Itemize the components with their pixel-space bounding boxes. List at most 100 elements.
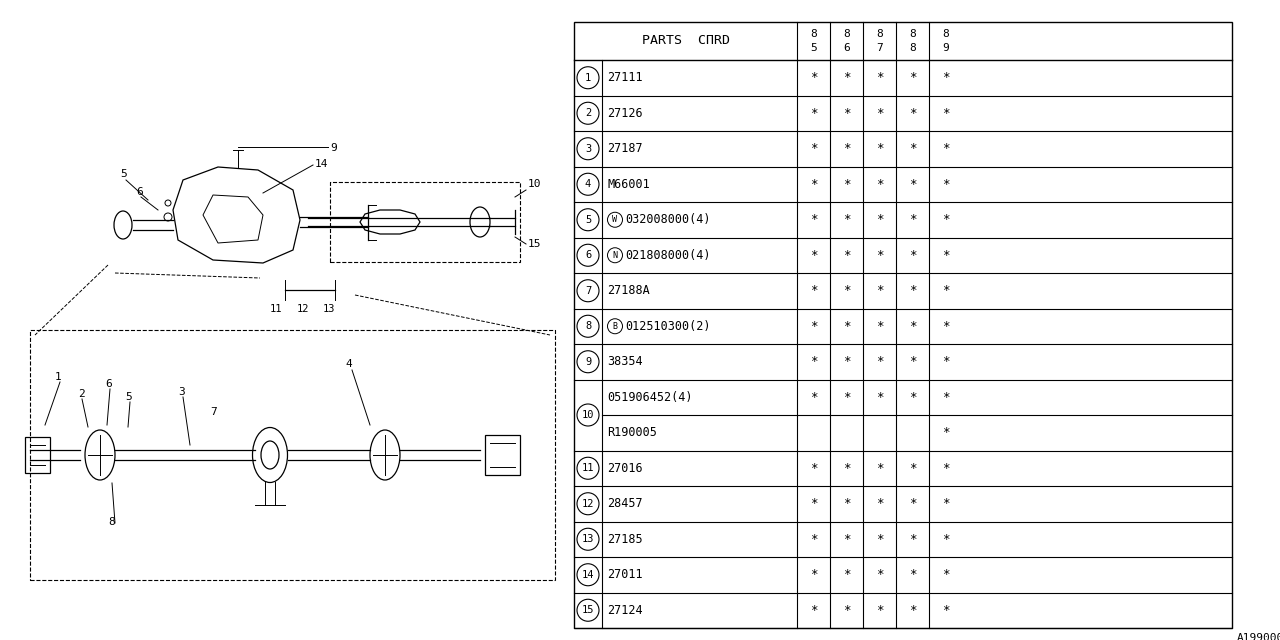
Text: *: * — [842, 461, 850, 475]
Text: *: * — [942, 461, 950, 475]
Text: *: * — [942, 568, 950, 581]
Text: 10: 10 — [529, 179, 541, 189]
Text: 8: 8 — [844, 29, 850, 39]
Text: *: * — [876, 497, 883, 510]
Text: *: * — [942, 532, 950, 546]
Text: 012510300(2): 012510300(2) — [625, 320, 710, 333]
Text: 6: 6 — [136, 187, 143, 197]
Text: *: * — [876, 320, 883, 333]
Text: *: * — [842, 568, 850, 581]
Text: 13: 13 — [323, 304, 335, 314]
Text: 14: 14 — [581, 570, 594, 580]
Text: *: * — [909, 320, 916, 333]
Text: *: * — [842, 320, 850, 333]
Text: *: * — [909, 568, 916, 581]
Text: 9: 9 — [942, 43, 948, 53]
Text: *: * — [810, 604, 817, 617]
Text: *: * — [810, 142, 817, 156]
Text: 2: 2 — [78, 389, 84, 399]
Text: 7: 7 — [210, 407, 216, 417]
Text: *: * — [842, 497, 850, 510]
Text: 27016: 27016 — [607, 461, 643, 475]
Text: *: * — [876, 142, 883, 156]
Text: *: * — [876, 568, 883, 581]
Text: *: * — [842, 249, 850, 262]
Text: *: * — [909, 604, 916, 617]
Text: 032008000(4): 032008000(4) — [625, 213, 710, 227]
Text: *: * — [810, 178, 817, 191]
Text: *: * — [876, 213, 883, 227]
Text: *: * — [909, 71, 916, 84]
Text: 27188A: 27188A — [607, 284, 650, 297]
Text: 4: 4 — [585, 179, 591, 189]
Text: *: * — [810, 320, 817, 333]
Text: *: * — [842, 71, 850, 84]
Text: 9: 9 — [330, 143, 337, 153]
Text: 021808000(4): 021808000(4) — [625, 249, 710, 262]
Text: *: * — [942, 213, 950, 227]
Text: *: * — [942, 497, 950, 510]
Text: 11: 11 — [270, 304, 283, 314]
Bar — [29, 330, 556, 580]
Text: 27187: 27187 — [607, 142, 643, 156]
Text: *: * — [942, 107, 950, 120]
Text: 27126: 27126 — [607, 107, 643, 120]
Text: *: * — [842, 142, 850, 156]
Text: 5: 5 — [125, 392, 132, 402]
Text: 8: 8 — [909, 43, 916, 53]
Text: *: * — [942, 284, 950, 297]
Text: *: * — [810, 532, 817, 546]
Text: *: * — [876, 604, 883, 617]
Text: 9: 9 — [585, 356, 591, 367]
Text: *: * — [810, 568, 817, 581]
Text: *: * — [909, 532, 916, 546]
Text: 8: 8 — [108, 517, 115, 527]
Text: N: N — [613, 251, 617, 260]
Text: *: * — [909, 107, 916, 120]
Text: *: * — [842, 532, 850, 546]
Text: *: * — [876, 249, 883, 262]
Text: *: * — [909, 142, 916, 156]
Text: *: * — [876, 355, 883, 368]
Text: *: * — [909, 284, 916, 297]
Text: 3: 3 — [585, 144, 591, 154]
Text: 8: 8 — [876, 29, 883, 39]
Text: 38354: 38354 — [607, 355, 643, 368]
Text: 13: 13 — [581, 534, 594, 544]
Text: *: * — [810, 284, 817, 297]
Text: R190005: R190005 — [607, 426, 657, 439]
Text: *: * — [909, 461, 916, 475]
Text: *: * — [942, 320, 950, 333]
Text: 7: 7 — [585, 285, 591, 296]
Text: *: * — [942, 142, 950, 156]
Text: 15: 15 — [529, 239, 541, 249]
Text: *: * — [842, 213, 850, 227]
Text: *: * — [810, 355, 817, 368]
Text: *: * — [876, 284, 883, 297]
Text: *: * — [942, 178, 950, 191]
Text: 14: 14 — [315, 159, 329, 169]
Text: *: * — [876, 71, 883, 84]
Text: *: * — [810, 249, 817, 262]
Text: M66001: M66001 — [607, 178, 650, 191]
Text: *: * — [842, 355, 850, 368]
Text: *: * — [876, 461, 883, 475]
Text: 1: 1 — [585, 73, 591, 83]
Text: 6: 6 — [585, 250, 591, 260]
Text: PARTS  CΠRD: PARTS CΠRD — [641, 35, 730, 47]
Text: *: * — [876, 178, 883, 191]
Text: *: * — [876, 391, 883, 404]
Text: *: * — [909, 178, 916, 191]
Text: 12: 12 — [297, 304, 310, 314]
Text: W: W — [613, 215, 617, 224]
Text: *: * — [842, 107, 850, 120]
Text: *: * — [909, 497, 916, 510]
Text: *: * — [876, 532, 883, 546]
Text: *: * — [876, 107, 883, 120]
Text: *: * — [810, 497, 817, 510]
Text: B: B — [613, 322, 617, 331]
Text: 6: 6 — [844, 43, 850, 53]
Text: 7: 7 — [876, 43, 883, 53]
Text: 28457: 28457 — [607, 497, 643, 510]
Text: 15: 15 — [581, 605, 594, 615]
